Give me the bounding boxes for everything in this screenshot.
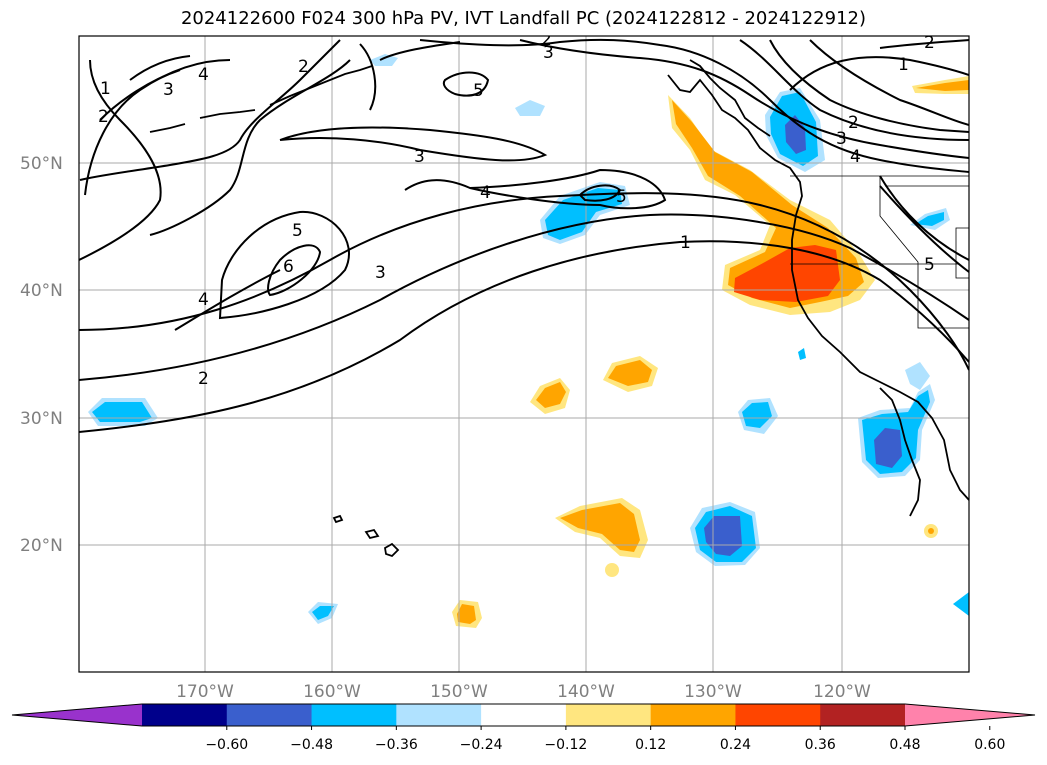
- contour-label: 5: [924, 255, 935, 275]
- contour-label: 1: [898, 55, 909, 75]
- colorbar-segment: [565, 704, 652, 726]
- contour-label: 3: [414, 147, 425, 167]
- contour-label: 3: [836, 129, 847, 149]
- contour-label: 1: [680, 233, 691, 253]
- positive-anomaly-shading: [452, 76, 969, 628]
- colorbar-tick-label: −0.48: [290, 737, 333, 753]
- colorbar-extend-low: [12, 704, 142, 726]
- contour-label: 2: [98, 107, 109, 127]
- lat-label: 50°N: [20, 154, 63, 174]
- contour-label: 1: [100, 79, 111, 99]
- colorbar-segment: [735, 704, 821, 726]
- contour-label: 2: [298, 57, 309, 77]
- longitude-labels: 170°W 160°W 150°W 140°W 130°W 120°W: [176, 682, 871, 702]
- colorbar-segment: [650, 704, 736, 726]
- lon-label: 130°W: [684, 682, 742, 702]
- latitude-labels: 50°N 40°N 30°N 20°N: [20, 154, 63, 556]
- pv-contours: [79, 38, 969, 433]
- gridlines: [79, 36, 969, 672]
- colorbar-segment: [311, 704, 397, 726]
- contour-label: 4: [198, 65, 209, 85]
- contour-label: 3: [163, 80, 174, 100]
- contour-label: 2: [848, 113, 859, 133]
- lon-label: 140°W: [557, 682, 615, 702]
- colorbar-tick-label: 0.60: [974, 737, 1005, 753]
- colorbar-segment: [820, 704, 906, 726]
- lon-label: 120°W: [813, 682, 871, 702]
- lon-label: 160°W: [303, 682, 361, 702]
- colorbar-tick-label: 0.12: [635, 737, 666, 753]
- contour-label: 4: [850, 147, 861, 167]
- lat-label: 30°N: [20, 409, 63, 429]
- lon-label: 170°W: [176, 682, 234, 702]
- lon-label: 150°W: [430, 682, 488, 702]
- coastlines: [149, 59, 969, 558]
- contour-label: 6: [283, 257, 294, 277]
- colorbar-tick-label: 0.24: [720, 737, 751, 753]
- lat-label: 20°N: [20, 536, 63, 556]
- contour-label: 5: [473, 81, 484, 101]
- contour-label: 3: [375, 263, 386, 283]
- colorbar-segment: [142, 704, 228, 726]
- colorbar-outline: [11, 703, 1036, 727]
- contour-label: 2: [198, 369, 209, 389]
- colorbar-extend-high: [905, 704, 1035, 726]
- colorbar-tick-label: −0.36: [375, 737, 418, 753]
- colorbar-tick-label: 0.36: [805, 737, 836, 753]
- map-frame: [78, 35, 970, 673]
- contour-label: 4: [480, 183, 491, 203]
- contour-label: 5: [616, 187, 627, 207]
- colorbar-segment: [481, 704, 567, 726]
- map-title: 2024122600 F024 300 hPa PV, IVT Landfall…: [180, 8, 867, 29]
- contour-label: 2: [541, 30, 552, 50]
- contour-label: 5: [292, 221, 303, 241]
- contour-label: 2: [924, 33, 935, 53]
- colorbar-tick-label: 0.48: [889, 737, 920, 753]
- colorbar-tick-label: −0.12: [544, 737, 587, 753]
- colorbar-tick-label: −0.24: [460, 737, 503, 753]
- colorbar-segment: [396, 704, 482, 726]
- colorbar-tick-label: −0.60: [205, 737, 248, 753]
- contour-label: 3: [543, 43, 554, 63]
- lat-label: 40°N: [20, 281, 63, 301]
- contour-label: 4: [198, 290, 209, 310]
- colorbar-segment: [226, 704, 313, 726]
- colorbar: −0.60 −0.48 −0.36 −0.24 −0.12 0.12 0.24 0.36 0.4…: [11, 703, 1036, 753]
- map-content: 1 2 3 4 5 6 2 3 4 5 3 2 1 3 4 5 2 4 2 5 …: [79, 30, 969, 672]
- contour-labels: 1 2 3 4 5 6 2 3 4 5 3 2 1 3 4 5 2 4 2 5 …: [98, 30, 935, 389]
